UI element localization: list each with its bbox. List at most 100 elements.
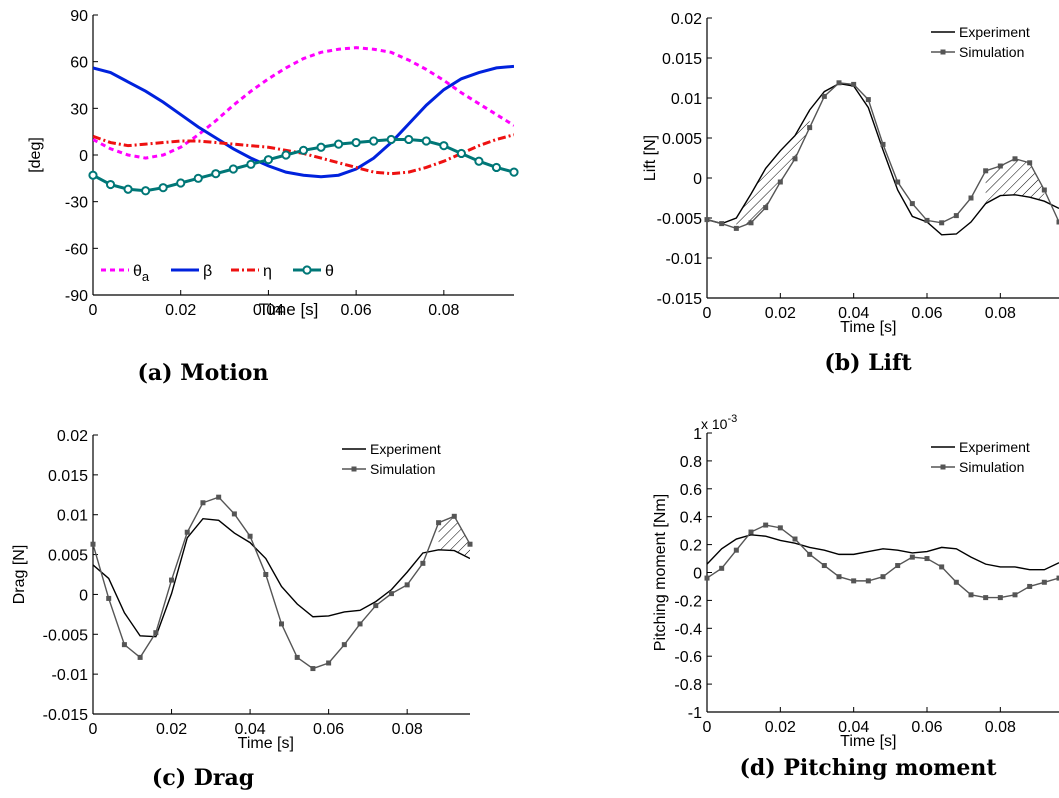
y-tick-label: -0.01	[666, 251, 703, 268]
data-point	[121, 642, 127, 648]
subfigure-caption: (d) Pitching moment	[739, 755, 997, 781]
legend-label: Experiment	[959, 24, 1030, 40]
data-point	[777, 525, 783, 531]
data-point	[491, 162, 502, 173]
data-point	[88, 170, 98, 180]
y-tick-label: 0.01	[671, 91, 702, 108]
x-tick-label: 0.06	[313, 721, 344, 738]
y-tick-label: 1	[693, 426, 702, 443]
x-tick-label: 0	[703, 719, 712, 736]
y-axis-label: Lift [N]	[642, 135, 659, 181]
series-line-Simulation	[93, 496, 470, 670]
data-point	[851, 578, 857, 584]
legend-label: Simulation	[370, 461, 435, 477]
data-point	[851, 81, 857, 87]
subfigure-caption: (a) Motion	[138, 360, 269, 386]
y-tick-label: 0	[693, 171, 702, 188]
series-line-θa	[93, 46, 514, 160]
legend-label: β	[203, 263, 212, 280]
x-axis-label: Time [s]	[238, 735, 294, 752]
y-tick-label: 0.02	[671, 11, 702, 28]
x-tick-label: 0.02	[156, 721, 187, 738]
data-point	[924, 217, 930, 223]
data-point	[968, 195, 974, 201]
data-point	[909, 554, 915, 560]
y-tick-label: -0.6	[674, 649, 702, 666]
legend-marker	[940, 49, 946, 55]
data-point	[184, 529, 190, 535]
data-point	[997, 163, 1003, 169]
hatched-difference-region	[985, 158, 1045, 204]
y-tick-label: 0.02	[57, 428, 88, 445]
panel-d: 10.80.60.40.20-0.2-0.4-0.6-0.8-10 0.02 0.0…	[652, 413, 1059, 781]
data-point	[137, 654, 143, 660]
x-tick-label: 0.08	[985, 719, 1016, 736]
series-line-Experiment	[707, 534, 1059, 571]
data-point	[193, 173, 203, 183]
data-point	[294, 654, 300, 660]
x-tick-label: 0.08	[428, 302, 459, 319]
y-tick-label: 0.005	[662, 131, 702, 148]
y-tick-label: 0	[693, 566, 702, 583]
data-point	[909, 201, 915, 207]
x-tick-label: 0.02	[165, 302, 196, 319]
data-point	[792, 156, 798, 162]
data-point	[158, 183, 168, 193]
data-point	[326, 660, 332, 666]
x-tick-label: 0.06	[911, 719, 942, 736]
data-point	[373, 603, 379, 609]
y-tick-label: 0.015	[662, 51, 702, 68]
data-point	[246, 159, 256, 169]
data-point	[436, 520, 442, 526]
data-point	[333, 139, 344, 149]
data-point	[968, 592, 974, 598]
data-point	[310, 666, 316, 672]
data-point	[247, 533, 253, 539]
x-tick-label: 0.04	[253, 302, 284, 319]
y-tick-label: -0.015	[657, 291, 702, 308]
data-point	[263, 155, 274, 165]
data-point	[281, 150, 291, 160]
data-point	[200, 500, 206, 506]
legend-label: θa	[133, 263, 150, 284]
y-tick-label: -0.4	[674, 621, 702, 638]
data-point	[456, 148, 466, 159]
data-point	[1027, 583, 1033, 589]
legend-label: Experiment	[959, 439, 1030, 455]
y-tick-label: -1	[688, 705, 702, 722]
data-point	[404, 134, 414, 145]
data-point	[439, 141, 449, 151]
hatched-difference-region	[438, 516, 470, 559]
legend-label: Simulation	[959, 459, 1024, 475]
data-point	[420, 560, 426, 566]
data-point	[316, 142, 326, 152]
x-tick-label: 0.08	[392, 721, 423, 738]
data-point	[939, 220, 945, 226]
y-tick-label: -60	[65, 241, 88, 258]
data-point	[763, 522, 769, 528]
data-point	[1056, 575, 1059, 581]
data-point	[228, 164, 238, 174]
y-tick-label: 0.005	[48, 548, 88, 565]
data-point	[983, 595, 989, 601]
x-tick-label: 0	[89, 302, 98, 319]
legend-marker	[351, 466, 357, 472]
legend-label: Simulation	[959, 44, 1024, 60]
subfigure-caption: (c) Drag	[152, 765, 254, 791]
data-point	[216, 494, 222, 500]
y-axis-label: Drag [N]	[11, 545, 28, 605]
data-point	[807, 125, 813, 131]
data-point	[263, 572, 269, 577]
data-point	[763, 205, 769, 211]
data-point	[704, 217, 710, 223]
data-point	[895, 179, 901, 185]
y-tick-label: 0.6	[680, 482, 702, 499]
data-point	[357, 621, 363, 627]
subfigure-caption: (b) Lift	[824, 350, 912, 376]
data-point	[880, 574, 886, 580]
y-axis-label: [deg]	[27, 137, 44, 173]
data-point	[836, 574, 842, 580]
y-tick-label: 0	[79, 148, 88, 165]
data-point	[895, 563, 901, 569]
